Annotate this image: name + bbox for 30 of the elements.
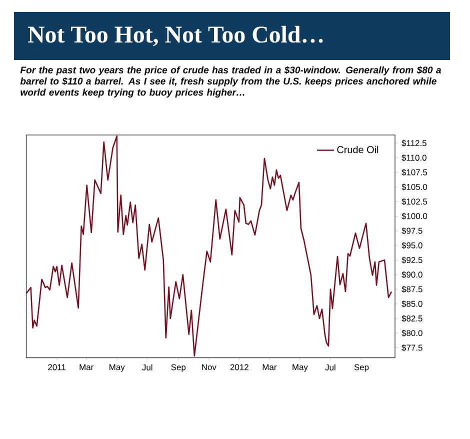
x-tick-label: Mar <box>262 364 277 370</box>
x-tick-label: May <box>110 364 125 372</box>
line-series <box>26 136 392 357</box>
y-tick-label: $112.5 <box>402 140 426 147</box>
legend-label: Crude Oil <box>337 146 378 154</box>
y-tick-label: $110.0 <box>402 154 426 162</box>
y-tick-label: $92.5 <box>402 256 422 264</box>
y-tick-label: $102.5 <box>402 198 428 206</box>
y-tick-label: $107.5 <box>402 168 428 176</box>
chart-subtitle: For the past two years the price of crude has traded in a $30-window. Generally from $80 a barrel to $110 a barrel. As I see it, fresh supply from the U.S. keeps prices anchored while world events keep trying to buoy prices higher… <box>20 66 441 98</box>
x-tick-label: Jul <box>142 364 152 370</box>
y-tick-label: $87.5 <box>402 286 422 293</box>
x-tick-label: Mar <box>80 364 94 370</box>
y-tick-label: $80.0 <box>402 330 422 337</box>
x-tick-label: 2011 <box>48 364 66 370</box>
x-tick-label: Sep <box>171 364 186 372</box>
y-tick-label: $90.0 <box>402 271 422 278</box>
y-tick-label: $100.0 <box>402 212 428 220</box>
x-tick-label: May <box>292 364 308 372</box>
y-tick-label: $77.5 <box>402 344 422 352</box>
chart-title: Not Too Hot, Not Too Cold… <box>28 26 323 46</box>
x-tick-label: Nov <box>202 364 216 370</box>
y-tick-label: $95.0 <box>402 242 422 249</box>
y-tick-label: $85.0 <box>402 300 422 308</box>
x-tick-label: Jul <box>325 364 336 370</box>
y-tick-label: $105.0 <box>402 184 428 190</box>
y-tick-label: $97.5 <box>402 227 422 234</box>
x-tick-label: 2012 <box>230 364 248 370</box>
y-tick-label: $82.5 <box>402 315 422 322</box>
x-tick-label: Sep <box>354 364 369 372</box>
